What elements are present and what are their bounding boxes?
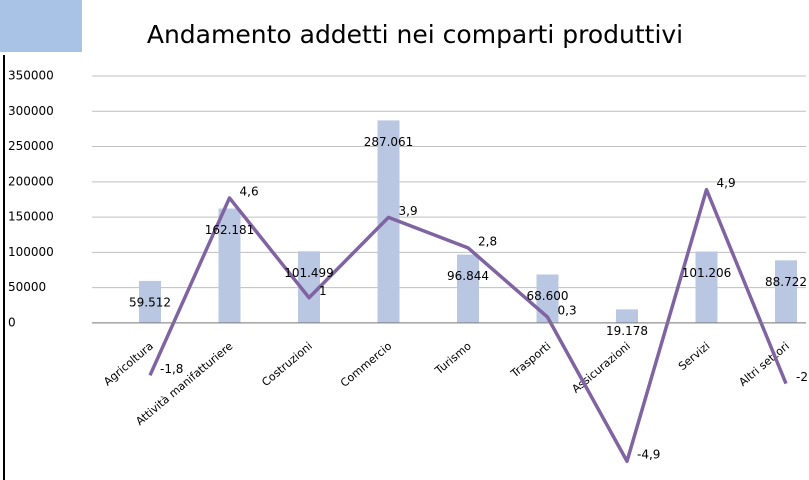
bar-value-label: 287.061 (364, 135, 414, 149)
x-tick-label: Trasporti (508, 340, 554, 381)
y-tick-label: 300000 (8, 104, 54, 118)
y-tick-label: 150000 (8, 210, 54, 224)
line-value-label: 3,9 (399, 204, 418, 218)
bar-value-label: 101.206 (682, 266, 732, 280)
x-tick-label: Commercio (338, 339, 395, 389)
bar (218, 208, 241, 323)
bar (457, 254, 479, 323)
line-value-label: 4,9 (717, 176, 736, 190)
bar-value-label: 59.512 (129, 295, 171, 309)
line-value-label: 0,3 (558, 304, 577, 318)
y-tick-label: 350000 (8, 69, 54, 83)
line-value-label: -2,1 (796, 370, 809, 384)
bar (139, 280, 161, 323)
bar-value-label: 96.844 (447, 269, 489, 283)
bar (775, 260, 797, 323)
bar (377, 120, 400, 323)
y-tick-label: 200000 (8, 174, 54, 188)
y-tick-label: 250000 (8, 139, 54, 153)
chart-title: Andamento addetti nei comparti produttiv… (147, 20, 683, 49)
bar-value-label: 19.178 (606, 324, 648, 338)
slide-header-strip (0, 0, 82, 52)
bar (298, 251, 320, 323)
y-tick-label: 100000 (8, 245, 54, 259)
line-value-label: 1 (319, 284, 327, 298)
bar (695, 251, 718, 323)
line-value-label: 2,8 (478, 234, 497, 248)
line-value-label: -4,9 (637, 448, 660, 462)
bar-value-label: 101.499 (284, 266, 334, 280)
y-tick-label: 0 (8, 315, 16, 329)
bar (616, 309, 638, 323)
line-value-label: -1,8 (160, 362, 183, 376)
x-tick-label: Agricoltura (101, 340, 156, 389)
bar-value-label: 68.600 (527, 289, 569, 303)
x-tick-label: Assicurazioni (569, 340, 632, 396)
line-value-label: 4,6 (240, 184, 259, 198)
x-tick-label: Turismo (432, 339, 474, 377)
bar-value-label: 88.722 (765, 275, 807, 289)
line (148, 187, 788, 463)
x-tick-label: Costruzioni (259, 340, 315, 390)
x-tick-label: Servizi (676, 340, 712, 374)
bar-value-label: 162.181 (205, 223, 255, 237)
y-tick-label: 50000 (8, 280, 46, 294)
